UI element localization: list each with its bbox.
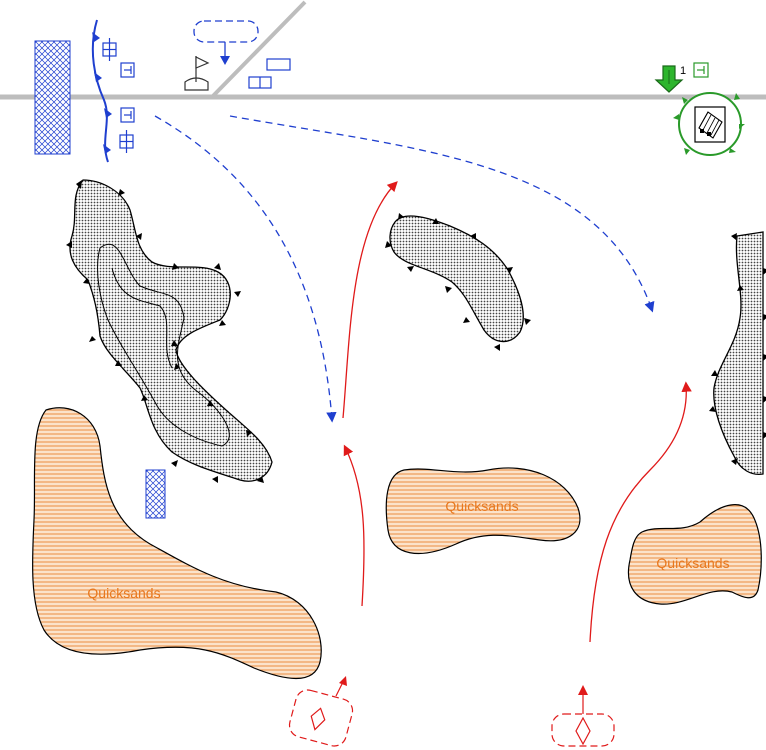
hostile-axis-3 xyxy=(589,381,692,643)
quicksand-area-right: Quicksands xyxy=(628,504,762,605)
quicksand-label-right: Quicksands xyxy=(656,555,729,571)
support-unit-symbol[interactable] xyxy=(693,62,709,78)
strongpoint[interactable] xyxy=(673,92,745,156)
unit-symbol-5[interactable] xyxy=(266,58,291,71)
building-icon xyxy=(694,106,726,143)
diagonal-road xyxy=(210,0,307,99)
obstacle-block-large xyxy=(34,40,71,155)
hostile-unit-1[interactable] xyxy=(287,676,355,749)
friendly-axis-right xyxy=(229,115,655,313)
obstacle-block-small xyxy=(145,469,166,519)
quicksand-label-middle: Quicksands xyxy=(445,498,518,514)
diamond-icon xyxy=(310,707,326,731)
hostile-unit-2[interactable] xyxy=(551,685,615,747)
rock-outcrop-large xyxy=(66,179,273,483)
hostile-axes-of-advance xyxy=(342,181,692,643)
friendly-front-line xyxy=(91,19,112,163)
unit-symbol-1[interactable] xyxy=(102,38,117,61)
quicksand-area-middle: Quicksands xyxy=(385,467,581,555)
quicksand-area-left: Quicksands xyxy=(31,407,322,680)
quicksand-label-left: Quicksands xyxy=(87,585,160,601)
diamond-icon xyxy=(575,716,591,746)
flag-icon[interactable] xyxy=(184,56,210,91)
rock-outcrop-right xyxy=(709,231,766,476)
road-network xyxy=(0,0,766,100)
unit-symbol-6[interactable] xyxy=(248,76,272,89)
rock-outcrop-middle xyxy=(385,213,531,351)
friendly-assembly-area[interactable] xyxy=(193,20,259,65)
unit-symbol-2[interactable] xyxy=(120,62,135,78)
objective-number: 1 xyxy=(680,65,686,77)
friendly-units xyxy=(102,38,291,153)
hostile-axis-1 xyxy=(343,444,365,607)
hostile-axis-2 xyxy=(342,181,398,419)
unit-symbol-4[interactable] xyxy=(119,130,134,153)
friendly-axes-of-advance xyxy=(154,115,655,423)
unit-symbol-3[interactable] xyxy=(120,107,135,123)
objective-1-marker[interactable]: 1 xyxy=(654,62,709,93)
